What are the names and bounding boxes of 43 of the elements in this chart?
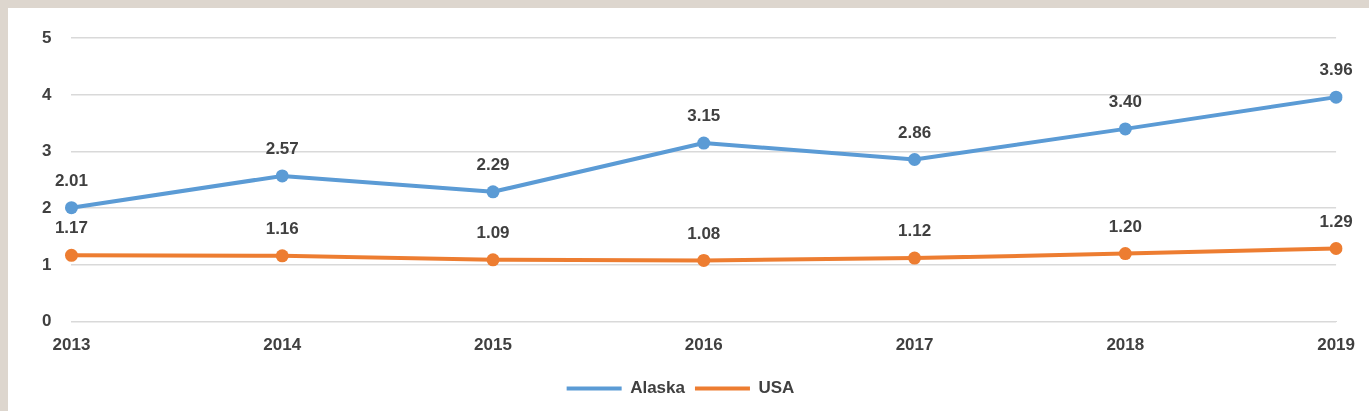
point	[697, 136, 711, 150]
data-label: 2.29	[476, 154, 510, 174]
y-tick-label: 0	[41, 311, 52, 331]
point	[908, 153, 922, 166]
data-label: 1.20	[1108, 216, 1142, 236]
point	[486, 185, 500, 199]
y-tick-label: 2	[41, 197, 52, 217]
point	[64, 248, 78, 262]
x-tick-label: 2013	[52, 335, 91, 355]
point	[275, 249, 289, 263]
data-label: 1.16	[265, 219, 299, 239]
point	[1118, 247, 1132, 261]
data-label: 2.57	[265, 139, 299, 159]
data-label: 1.09	[476, 223, 510, 243]
y-tick-label: 1	[41, 254, 52, 274]
point	[1329, 90, 1343, 104]
point	[697, 253, 711, 267]
y-tick-label: 3	[41, 141, 52, 161]
data-label: 2.86	[898, 122, 932, 142]
point	[908, 251, 922, 265]
x-tick-label: 2014	[263, 335, 302, 355]
x-tick-label: 2019	[1317, 335, 1355, 355]
point	[1118, 122, 1132, 136]
x-tick-label: 2018	[1106, 335, 1145, 355]
x-tick-label: 2016	[684, 335, 723, 355]
y-tick-label: 5	[41, 27, 52, 47]
data-label: 1.08	[687, 223, 721, 243]
x-tick-label: 2015	[474, 335, 512, 355]
data-label: 1.29	[1319, 211, 1353, 231]
point	[275, 169, 289, 183]
point	[1329, 241, 1343, 255]
data-label: 1.12	[898, 221, 932, 241]
data-label: 3.40	[1108, 92, 1142, 112]
y-tick-label: 4	[41, 84, 52, 104]
data-label: 1.17	[54, 218, 88, 238]
point	[64, 201, 78, 215]
point	[486, 253, 500, 267]
data-label: 3.15	[687, 106, 721, 126]
legend-label: USA	[758, 378, 795, 398]
data-label: 3.96	[1319, 60, 1353, 80]
x-tick-label: 2017	[895, 335, 934, 355]
data-label: 2.01	[54, 170, 88, 190]
legend-label: Alaska	[630, 378, 686, 398]
